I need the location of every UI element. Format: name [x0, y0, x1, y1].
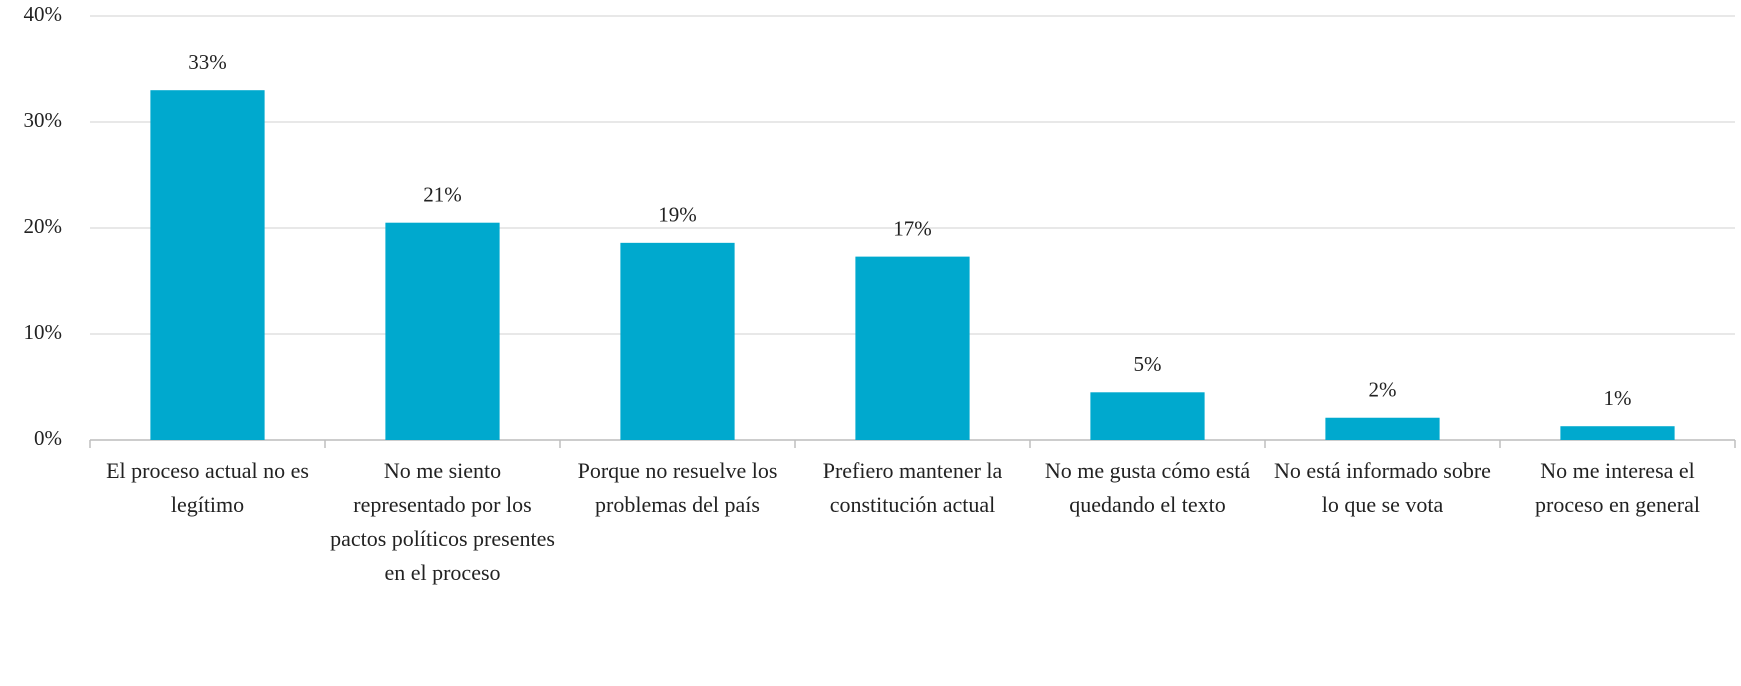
y-tick-label: 0%: [34, 426, 62, 450]
x-tick-label: Porque no resuelve los problemas del paí…: [577, 458, 778, 517]
y-tick-label: 10%: [24, 320, 63, 344]
value-label: 33%: [188, 50, 227, 74]
value-label: 21%: [423, 183, 462, 207]
bar: [1090, 392, 1205, 440]
value-label: 19%: [658, 203, 697, 227]
bar: [385, 222, 500, 440]
bar: [855, 256, 970, 440]
x-tick-label: Prefiero mantener la constitución actual: [822, 458, 1003, 517]
value-label: 2%: [1369, 378, 1397, 402]
bar: [1560, 426, 1675, 440]
bar: [620, 242, 735, 440]
value-label: 5%: [1134, 352, 1162, 376]
bar: [1325, 417, 1440, 440]
x-tick-label: No me siento representado por los pactos…: [330, 458, 555, 585]
y-tick-label: 20%: [24, 214, 63, 238]
x-tick-label: No me interesa el proceso en general: [1535, 458, 1700, 517]
x-tick-label: El proceso actual no es legítimo: [106, 458, 309, 517]
y-tick-label: 30%: [24, 108, 63, 132]
x-tick-label: No está informado sobre lo que se vota: [1274, 458, 1491, 517]
y-tick-label: 40%: [24, 2, 63, 26]
x-tick-label: No me gusta cómo está quedando el texto: [1044, 458, 1251, 517]
value-label: 17%: [893, 216, 932, 240]
value-label: 1%: [1604, 386, 1632, 410]
bar: [150, 90, 265, 440]
